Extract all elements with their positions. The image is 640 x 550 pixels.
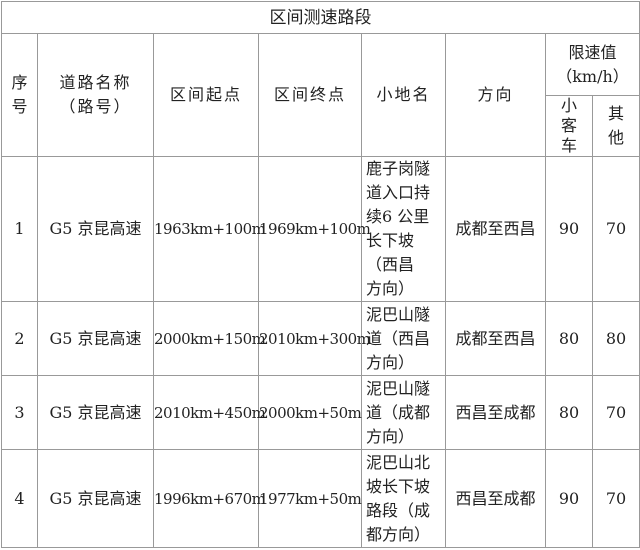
cell-end: 1969km+100m bbox=[258, 156, 371, 302]
cell-road: G5 京昆高速 bbox=[37, 375, 154, 450]
cell-end: 2000km+50m bbox=[258, 375, 362, 450]
header-car: 小 客 车 bbox=[545, 95, 593, 157]
cell-direction: 成都至西昌 bbox=[445, 301, 546, 376]
table-title: 区间测速路段 bbox=[1, 1, 640, 34]
cell-start: 2010km+450m bbox=[153, 375, 266, 450]
cell-start: 2000km+150m bbox=[153, 301, 266, 376]
cell-end: 1977km+50m bbox=[258, 449, 362, 548]
cell-other-limit: 70 bbox=[592, 375, 640, 450]
table-row: 1 G5 京昆高速 1963km+100m 1969km+100m 鹿子岗隧 道… bbox=[1, 156, 640, 302]
cell-car-limit: 80 bbox=[545, 301, 593, 376]
cell-car-limit: 80 bbox=[545, 375, 593, 450]
cell-index: 1 bbox=[1, 156, 38, 302]
cell-index: 4 bbox=[1, 449, 38, 548]
header-end: 区间终点 bbox=[258, 33, 362, 157]
header-speed-limit: 限速值 （km/h） bbox=[545, 33, 640, 96]
cell-direction: 成都至西昌 bbox=[445, 156, 546, 302]
table-row: 2 G5 京昆高速 2000km+150m 2010km+300m 泥巴山隧 道… bbox=[1, 301, 640, 376]
cell-start: 1996km+670m bbox=[153, 449, 266, 548]
cell-index: 3 bbox=[1, 375, 38, 450]
header-other: 其 他 bbox=[592, 95, 640, 157]
cell-place: 鹿子岗隧 道入口持 续6 公里 长下坡 （西昌 方向） bbox=[361, 156, 446, 302]
header-place: 小地名 bbox=[361, 33, 446, 157]
cell-other-limit: 70 bbox=[592, 449, 640, 548]
cell-car-limit: 90 bbox=[545, 156, 593, 302]
cell-other-limit: 70 bbox=[592, 156, 640, 302]
cell-start: 1963km+100m bbox=[153, 156, 266, 302]
cell-road: G5 京昆高速 bbox=[37, 301, 154, 376]
cell-index: 2 bbox=[1, 301, 38, 376]
cell-place: 泥巴山隧 道（西昌 方向） bbox=[361, 301, 446, 376]
cell-end: 2010km+300m bbox=[258, 301, 371, 376]
cell-place: 泥巴山隧 道（成都 方向） bbox=[361, 375, 446, 450]
header-direction: 方向 bbox=[445, 33, 546, 157]
cell-car-limit: 90 bbox=[545, 449, 593, 548]
header-start: 区间起点 bbox=[153, 33, 259, 157]
cell-road: G5 京昆高速 bbox=[37, 449, 154, 548]
table-row: 4 G5 京昆高速 1996km+670m 1977km+50m 泥巴山北 坡长… bbox=[1, 449, 640, 548]
header-index: 序 号 bbox=[1, 33, 38, 157]
cell-direction: 西昌至成都 bbox=[445, 375, 546, 450]
table-row: 3 G5 京昆高速 2010km+450m 2000km+50m 泥巴山隧 道（… bbox=[1, 375, 640, 450]
cell-direction: 西昌至成都 bbox=[445, 449, 546, 548]
header-road: 道路名称 （路号） bbox=[37, 33, 154, 157]
cell-road: G5 京昆高速 bbox=[37, 156, 154, 302]
cell-other-limit: 80 bbox=[592, 301, 640, 376]
cell-place: 泥巴山北 坡长下坡 路段（成 都方向） bbox=[361, 449, 446, 548]
